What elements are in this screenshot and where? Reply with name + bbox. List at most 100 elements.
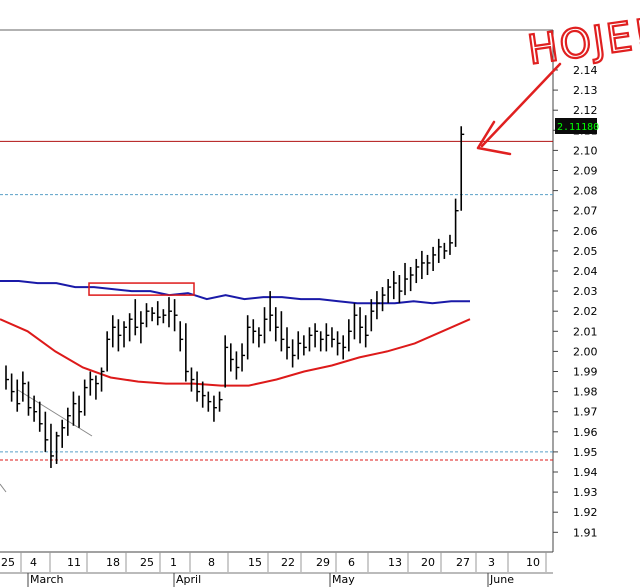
- ohlc-bar: [246, 315, 251, 360]
- ohlc-bar: [111, 315, 116, 348]
- y-tick-label: 1.94: [573, 466, 598, 479]
- y-tick-label: 1.93: [573, 486, 598, 499]
- ohlc-bar: [218, 391, 223, 412]
- ohlc-bar: [22, 371, 26, 402]
- x-tick-label: 27: [456, 556, 470, 569]
- trend-line-stub: [0, 483, 7, 493]
- x-tick-label: 10: [526, 556, 540, 569]
- ohlc-bar: [72, 391, 77, 426]
- x-tick-label: 25: [140, 556, 154, 569]
- y-tick-label: 2.00: [573, 345, 598, 358]
- ohlc-bar: [213, 395, 217, 422]
- ohlc-bar: [437, 238, 442, 263]
- ohlc-bar: [67, 407, 71, 436]
- moving-averages: [0, 280, 471, 493]
- ohlc-bar: [100, 367, 105, 392]
- month-label: March: [30, 573, 64, 586]
- ohlc-bar: [16, 379, 21, 412]
- ohlc-bar: [38, 401, 43, 432]
- ohlc-bar: [449, 234, 453, 255]
- ohlc-bar: [151, 307, 156, 322]
- trend-line: [17, 389, 93, 437]
- x-tick-label: 25: [1, 556, 15, 569]
- ohlc-bar: [286, 327, 290, 360]
- ohlc-bar: [134, 299, 139, 336]
- ohlc-bar: [78, 395, 83, 428]
- ohlc-bar: [258, 327, 262, 348]
- x-tick-label: 8: [208, 556, 215, 569]
- ohlc-bar: [409, 266, 414, 292]
- ohlc-bar: [297, 331, 302, 360]
- y-tick-label: 2.08: [573, 185, 598, 198]
- ohlc-bar: [27, 381, 32, 416]
- sma-red-line: [0, 318, 471, 387]
- annotation-arrowhead: [476, 120, 512, 156]
- ohlc-bar: [376, 291, 380, 320]
- ohlc-bar: [415, 258, 420, 284]
- ohlc-bar: [123, 321, 128, 348]
- y-tick-label: 2.02: [573, 305, 598, 318]
- ohlc-bar: [342, 335, 347, 360]
- y-tick-label: 2.13: [573, 84, 598, 97]
- ohlc-bar: [10, 373, 15, 402]
- last-price-label: 2.11180: [557, 122, 599, 133]
- ohlc-bar: [145, 303, 150, 328]
- ohlc-bar: [185, 323, 189, 382]
- ohlc-bar: [460, 126, 465, 211]
- ohlc-bar: [387, 279, 392, 304]
- ohlc-bar: [61, 419, 66, 448]
- y-tick-label: 2.12: [573, 104, 598, 117]
- ohlc-bar: [364, 315, 369, 348]
- ohlc-bar: [173, 299, 178, 332]
- x-tick-label: 13: [388, 556, 402, 569]
- x-tick-label: 20: [421, 556, 435, 569]
- ohlc-bar: [331, 327, 335, 348]
- x-tick-label: 22: [281, 556, 295, 569]
- ohlc-bar: [432, 246, 437, 271]
- ohlc-bar: [196, 371, 201, 402]
- month-label: April: [176, 573, 201, 586]
- ohlc-bar: [140, 311, 144, 344]
- y-tick-label: 2.09: [573, 165, 598, 178]
- x-tick-label: 11: [67, 556, 81, 569]
- ohlc-bar: [156, 301, 161, 326]
- ohlc-bar: [179, 321, 184, 352]
- ohlc-bar: [224, 335, 229, 388]
- ohlc-bar: [50, 423, 54, 468]
- ohlc-bar: [55, 431, 60, 464]
- x-tick-label: 15: [248, 556, 262, 569]
- y-tick-label: 2.03: [573, 285, 598, 298]
- ohlc-bar: [404, 262, 409, 296]
- horizontal-lines: [0, 140, 553, 461]
- ohlc-bar: [128, 313, 133, 342]
- y-tick-label: 2.07: [573, 205, 598, 218]
- ohlc-bar: [370, 299, 375, 332]
- ohlc-bar: [33, 395, 38, 422]
- y-tick-label: 2.05: [573, 245, 598, 258]
- x-tick-label: 1: [170, 556, 177, 569]
- x-tick-label: 6: [348, 556, 355, 569]
- ohlc-bar: [95, 375, 99, 400]
- ohlc-bar: [421, 250, 425, 280]
- ohlc-bar: [336, 331, 341, 356]
- x-tick-label: 3: [488, 556, 495, 569]
- ohlc-bar: [106, 331, 111, 372]
- ohlc-bar: [263, 307, 268, 344]
- ohlc-bar: [190, 367, 195, 392]
- y-tick-label: 2.06: [573, 225, 598, 238]
- ohlc-bar: [303, 335, 307, 356]
- ohlc-bar: [325, 323, 330, 352]
- ohlc-bar: [252, 319, 257, 344]
- ohlc-bar: [426, 254, 431, 276]
- ohlc-bar: [117, 319, 122, 352]
- ohlc-bar: [398, 275, 403, 304]
- y-tick-label: 2.10: [573, 144, 598, 157]
- ohlc-bar: [392, 271, 397, 300]
- ohlc-bar: [5, 365, 9, 390]
- y-tick-label: 1.99: [573, 366, 598, 379]
- ohlc-bar: [274, 307, 279, 342]
- sma-blue-line: [0, 280, 470, 305]
- ohlc-bar: [353, 303, 358, 340]
- ohlc-bar: [308, 327, 313, 352]
